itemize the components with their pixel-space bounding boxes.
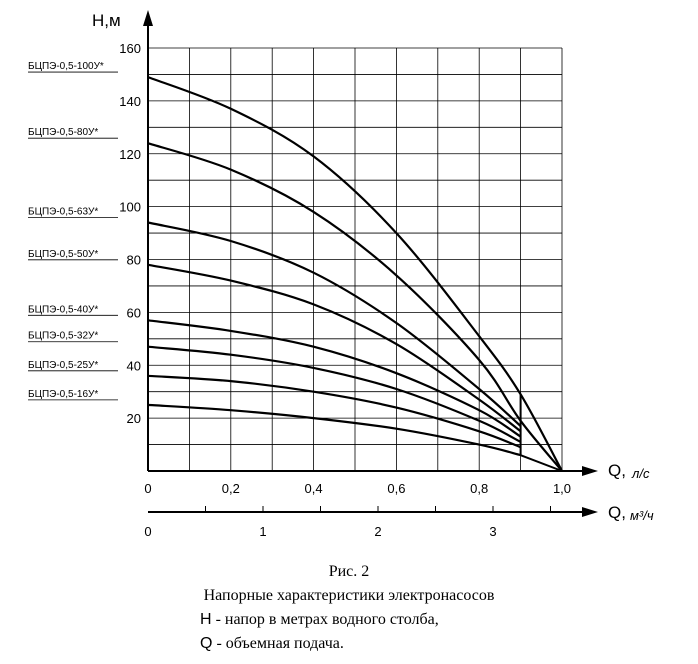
series-curve (147, 374, 521, 449)
series-label: БЦПЭ-0,5-80У* (28, 127, 98, 138)
legend-q-symbol: Q (200, 635, 213, 652)
series-label: БЦПЭ-0,5-25У* (28, 360, 98, 371)
x-tick-label: 0,2 (222, 481, 240, 496)
curves (147, 76, 563, 472)
y-tick-label: 60 (127, 305, 141, 320)
y-axis-arrow (143, 10, 153, 26)
series-curve (147, 319, 522, 438)
y-tick-label: 40 (127, 358, 141, 373)
legend-q: Q - объемная подача. (200, 635, 344, 653)
x-tick-label: 1,0 (553, 481, 571, 496)
figure-number: Рис. 2 (328, 563, 370, 580)
x2-axis-title: Q, (608, 503, 626, 522)
x-axis-unit: л/с (631, 466, 650, 481)
y-tick-label: 160 (119, 41, 141, 56)
series-label: БЦПЭ-0,5-100У* (28, 61, 104, 72)
series-curve (147, 403, 521, 457)
x2-tick-label: 1 (259, 524, 266, 539)
legend-q-text: - объемная подача. (212, 635, 344, 652)
x-axis-title: Q, (608, 461, 626, 480)
x2-tick-label: 2 (374, 524, 381, 539)
y-tick-label: 140 (119, 94, 141, 109)
figure-title: Напорные характеристики электронасосов (203, 587, 495, 604)
series-label: БЦПЭ-0,5-40У* (28, 304, 98, 315)
series-label: БЦПЭ-0,5-16У* (28, 389, 98, 400)
series-label: БЦПЭ-0,5-50У* (28, 249, 98, 260)
x-tick-label: 0 (144, 481, 151, 496)
y-axis-title: H,м (92, 11, 121, 30)
y-tick-label: 100 (119, 200, 141, 215)
legend-h-text: - напор в метрах водного столба, (211, 611, 439, 628)
y-tick-label: 20 (127, 411, 141, 426)
y-tick-label: 80 (127, 253, 141, 268)
grid (148, 47, 563, 471)
x2-axis-arrow (582, 507, 598, 517)
legend-h-symbol: H (200, 611, 212, 628)
series-curve (147, 221, 522, 427)
y-tick-label: 120 (119, 147, 141, 162)
x-tick-label: 0,6 (387, 481, 405, 496)
legend-h: H - напор в метрах водного столба, (200, 611, 439, 629)
x-tick-label: 0,8 (470, 481, 488, 496)
x-axis-arrow (582, 466, 598, 476)
series-label: БЦПЭ-0,5-63У* (28, 206, 98, 217)
series-end-line (520, 454, 563, 472)
axes (143, 10, 598, 517)
series-curve (147, 345, 522, 443)
series-curve (147, 76, 563, 472)
x-tick-label: 0,4 (305, 481, 323, 496)
x2-tick-label: 0 (144, 524, 151, 539)
x2-axis-unit: м³/ч (630, 508, 654, 523)
series-curve (147, 263, 522, 433)
series-label: БЦПЭ-0,5-32У* (28, 331, 98, 342)
x2-tick-label: 3 (489, 524, 496, 539)
